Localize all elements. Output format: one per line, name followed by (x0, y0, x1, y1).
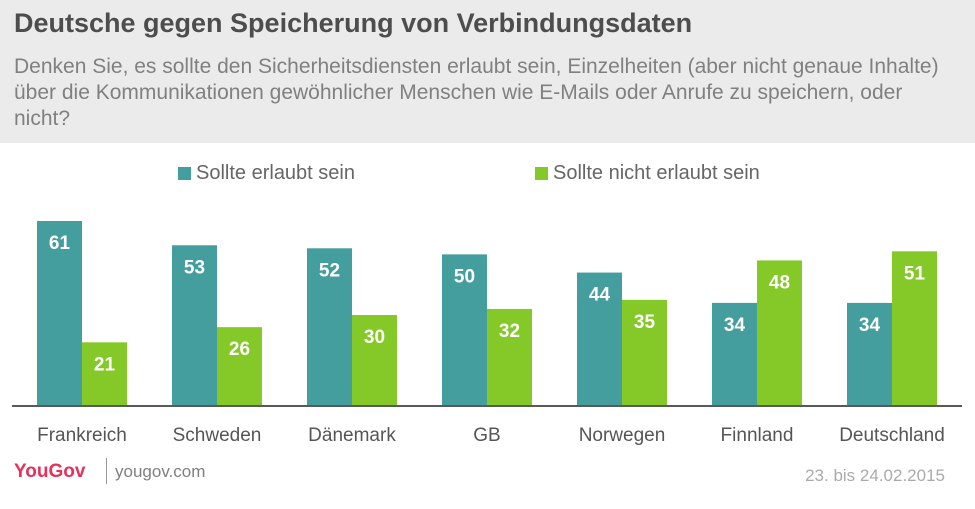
chart-subtitle: Denken Sie, es sollte den Sicherheitsdie… (14, 55, 939, 130)
legend-label-series-1: Sollte erlaubt sein (196, 162, 355, 184)
data-label-2-norwegen: 35 (634, 312, 656, 333)
data-label-2-deutschland: 51 (904, 263, 926, 284)
bar-1-dänemark (307, 248, 352, 406)
data-label-1-frankreich: 61 (49, 233, 71, 254)
bar-1-gb (442, 254, 487, 406)
data-label-1-schweden: 53 (184, 257, 205, 278)
category-label-finnland: Finnland (721, 425, 794, 446)
category-label-norwegen: Norwegen (579, 425, 666, 446)
data-label-1-finnland: 34 (724, 315, 746, 336)
bar-2-deutschland (892, 251, 937, 406)
data-label-2-schweden: 26 (229, 339, 250, 360)
bar-2-norwegen (622, 299, 667, 406)
footer-url: yougov.com (115, 462, 206, 481)
legend: Sollte erlaubt sein Sollte nicht erlaubt… (0, 162, 975, 192)
bar-2-gb (487, 308, 532, 406)
bar-1-schweden (172, 245, 217, 406)
category-label-deutschland: Deutschland (839, 425, 945, 446)
data-label-1-dänemark: 52 (319, 260, 340, 281)
legend-swatch-series-2 (535, 167, 548, 180)
data-label-1-deutschland: 34 (859, 315, 881, 336)
data-label-1-norwegen: 44 (589, 285, 611, 306)
data-label-2-finnland: 48 (769, 272, 790, 293)
bar-2-dänemark (352, 315, 397, 406)
bar-2-finnland (757, 260, 802, 406)
legend-item-series-2: Sollte nicht erlaubt sein (535, 162, 760, 185)
category-label-gb: GB (473, 425, 500, 446)
bar-1-norwegen (577, 272, 622, 406)
bar-2-frankreich (82, 342, 127, 406)
bar-1-finnland (712, 302, 757, 406)
data-label-2-dänemark: 30 (364, 327, 385, 348)
chart-title: Deutsche gegen Speicherung von Verbindun… (14, 8, 693, 38)
bar-1-frankreich (37, 221, 82, 406)
data-label-2-gb: 32 (499, 321, 520, 342)
legend-swatch-series-1 (178, 167, 191, 180)
footer-divider (106, 458, 107, 484)
legend-label-series-2: Sollte nicht erlaubt sein (553, 162, 760, 184)
category-label-frankreich: Frankreich (37, 425, 127, 446)
data-label-2-frankreich: 21 (94, 354, 116, 375)
category-label-schweden: Schweden (173, 425, 262, 446)
data-label-1-gb: 50 (454, 266, 475, 287)
survey-date: 23. bis 24.02.2015 (805, 466, 945, 485)
bar-chart: 61 21 Frankreich 53 26 Schweden 52 30 Dänemark 50… (12, 221, 962, 446)
yougov-logo: YouGov (14, 461, 86, 482)
category-label-dänemark: Dänemark (308, 425, 396, 446)
legend-item-series-1: Sollte erlaubt sein (178, 162, 355, 185)
header-panel: Deutsche gegen Speicherung von Verbindun… (0, 0, 975, 143)
bar-2-schweden (217, 327, 262, 406)
bar-1-deutschland (847, 302, 892, 406)
